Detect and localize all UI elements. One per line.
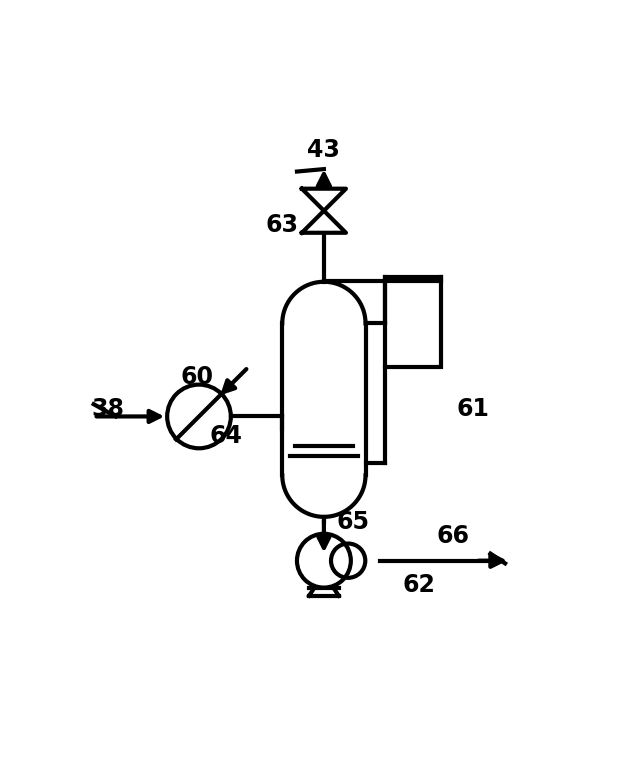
Text: 65: 65 [336, 510, 369, 533]
Text: 64: 64 [209, 424, 243, 448]
Polygon shape [302, 189, 346, 211]
Text: 38: 38 [91, 397, 125, 421]
Text: 63: 63 [265, 213, 298, 237]
Text: 43: 43 [307, 137, 339, 162]
Text: 60: 60 [180, 366, 213, 389]
Text: 66: 66 [437, 525, 470, 548]
Bar [385, 276, 442, 368]
Text: 62: 62 [403, 573, 435, 597]
Text: 61: 61 [456, 397, 489, 421]
Polygon shape [302, 211, 346, 233]
